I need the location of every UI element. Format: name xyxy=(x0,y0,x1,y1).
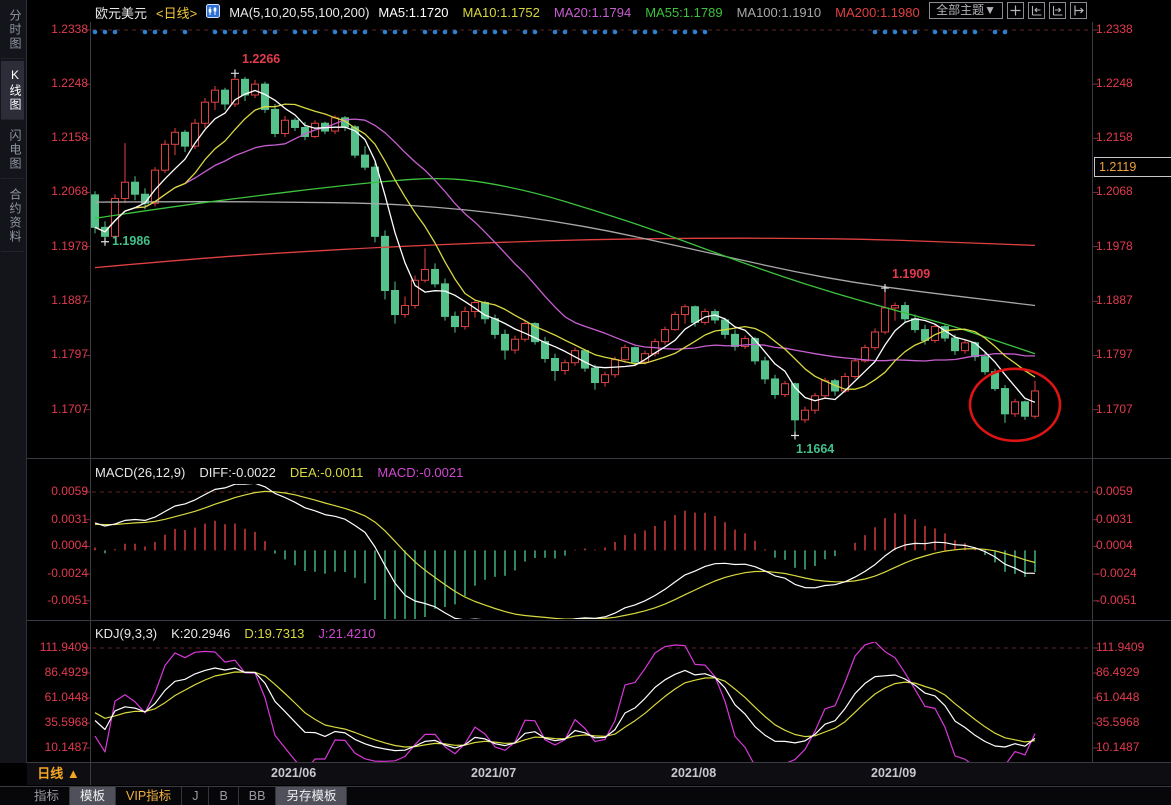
macd-axis-label-left: 0.0031 xyxy=(51,511,88,526)
date-label: 2021/07 xyxy=(471,766,517,780)
price-annotation: 1.1986 xyxy=(112,233,151,248)
toolbar-item-6[interactable]: 另存模板 xyxy=(276,787,348,805)
ma-lines-layer xyxy=(94,89,1036,403)
macd-axis-label-right: 0.0059 xyxy=(1096,484,1133,498)
macd-indicator-header: MACD(26,12,9) DIFF:-0.0022 DEA:-0.0011 MACD… xyxy=(95,465,463,480)
macd-axis-label-left: -0.0051 xyxy=(47,592,88,607)
macd-legend-item-0: MACD(26,12,9) xyxy=(95,465,186,480)
macd-legend-item-3: MACD:-0.0021 xyxy=(377,465,464,480)
toolbar-item-2[interactable]: VIP指标 xyxy=(116,787,183,805)
toolbar-item-1[interactable]: 模板 xyxy=(70,787,117,805)
toolbar-item-4[interactable]: B xyxy=(209,787,239,805)
bottom-toolbar: 指标 模板 VIP指标 J B BB 另存模板 xyxy=(0,786,1171,805)
macd-axis-label-right: 0.0031 xyxy=(1096,511,1133,526)
kdj-layer xyxy=(94,642,1036,774)
kdj-axis-label-right: 10.1487 xyxy=(1096,739,1140,754)
kdj-legend-item-3: J:21.4210 xyxy=(318,626,376,641)
ma-settings-label: MA(5,10,20,55,100,200) xyxy=(229,4,370,20)
toolbar-item-0[interactable]: 指标 xyxy=(24,787,71,805)
price-axis-label-right: 1.2158 xyxy=(1096,130,1133,145)
price-axis-label-left: 1.2068 xyxy=(51,184,88,199)
compress-bars-icon[interactable] xyxy=(1028,2,1045,19)
candles-layer xyxy=(91,73,1039,436)
kdj-axis-label-right: 61.0448 xyxy=(1096,689,1140,704)
price-axis-label-right: 1.2068 xyxy=(1096,184,1133,199)
price-annotation: 1.1664 xyxy=(796,442,835,457)
kdj-axis-label-left: 10.1487 xyxy=(44,739,88,754)
macd-axis-label-right: -0.0024 xyxy=(1096,566,1137,581)
kdj-axis-label-left: 35.5968 xyxy=(44,714,88,729)
price-annotation: 1.2266 xyxy=(242,52,281,67)
macd-axis-label-left: 0.0059 xyxy=(51,484,88,498)
chart-type-icon[interactable] xyxy=(206,3,221,21)
expand-bars-icon[interactable] xyxy=(1049,2,1066,19)
toolbar-item-5[interactable]: BB xyxy=(239,787,277,805)
kdj-legend-item-2: D:19.7313 xyxy=(244,626,305,641)
ma-legend-item-1: MA10:1.1752 xyxy=(462,4,540,20)
price-axis-label-right: 1.2338 xyxy=(1096,22,1133,36)
price-axis-label-left: 1.2158 xyxy=(51,130,88,145)
last-price-marker: 1.2119 xyxy=(1094,157,1171,177)
toolbar-item-3[interactable]: J xyxy=(182,787,210,805)
macd-axis-label-right: 0.0004 xyxy=(1096,538,1133,553)
macd-legend-item-2: DEA:-0.0011 xyxy=(289,465,364,480)
kdj-legend-item-0: KDJ(9,3,3) xyxy=(95,626,158,641)
price-axis-label-right: 1.1797 xyxy=(1096,347,1133,362)
ma-legend-item-4: MA100:1.1910 xyxy=(736,4,822,20)
ma-legend-item-2: MA20:1.1794 xyxy=(553,4,632,20)
sidebar-item-0[interactable]: 分时图 xyxy=(1,2,24,59)
price-axis-label-left: 1.1707 xyxy=(51,401,88,416)
crosshair-icon[interactable] xyxy=(1007,2,1024,19)
theme-selector-button[interactable]: 全部主题▼ xyxy=(929,2,1003,19)
price-axis-label-left: 1.1887 xyxy=(51,293,88,308)
price-axis-label-left: 1.2248 xyxy=(51,76,88,91)
macd-axis-label-left: -0.0024 xyxy=(47,566,88,581)
chart-title-bar: 欧元美元 <日线> MA(5,10,20,55,100,200) MA5:1.1… xyxy=(95,3,920,21)
panel-borders-layer xyxy=(27,22,1171,763)
ma-legend-item-0: MA5:1.1720 xyxy=(378,4,449,20)
kdj-axis-label-left: 111.9409 xyxy=(39,640,88,654)
chart-mode-sidebar: 分时图 K线图 闪电图 合约资料 xyxy=(0,0,27,763)
period-selector-button[interactable]: 日线 ▲ xyxy=(27,763,91,785)
sidebar-item-3[interactable]: 合约资料 xyxy=(1,181,24,252)
macd-legend-item-1: DIFF:-0.0022 xyxy=(199,465,276,480)
kdj-axis-label-right: 35.5968 xyxy=(1096,714,1140,729)
price-axis-label-right: 1.2248 xyxy=(1096,76,1133,91)
price-axis-label-left: 1.2338 xyxy=(51,22,88,36)
date-label: 2021/09 xyxy=(871,766,917,780)
macd-axis-label-right: -0.0051 xyxy=(1096,592,1137,607)
ma-legend-item-5: MA200:1.1980 xyxy=(835,4,920,20)
date-label: 2021/08 xyxy=(671,766,717,780)
kdj-axis-label-left: 86.4929 xyxy=(44,664,88,679)
annotation-marks-layer xyxy=(101,69,889,440)
price-axis-label-right: 1.1707 xyxy=(1096,401,1133,416)
kdj-legend-item-1: K:20.2946 xyxy=(171,626,231,641)
kdj-axis-label-left: 61.0448 xyxy=(44,689,88,704)
price-axis-label-right: 1.1887 xyxy=(1096,293,1133,308)
ma-legend: MA5:1.1720 MA10:1.1752 MA20:1.1794 MA55:1.1… xyxy=(378,5,919,20)
highlight-circle-annotation xyxy=(968,367,1062,443)
price-axis-label-left: 1.1797 xyxy=(51,347,88,362)
ma-legend-item-3: MA55:1.1789 xyxy=(645,4,723,20)
sidebar-item-2[interactable]: 闪电图 xyxy=(1,122,24,179)
period-label: <日线> xyxy=(156,5,198,21)
signal-dots-layer xyxy=(92,29,1008,35)
macd-layer xyxy=(94,484,1036,619)
macd-axis-label-left: 0.0004 xyxy=(51,538,88,553)
price-annotation: 1.1909 xyxy=(892,267,931,282)
chart-toolbar-right: 全部主题▼ xyxy=(929,2,1087,19)
kdj-indicator-header: KDJ(9,3,3) K:20.2946 D:19.7313 J:21.4210 xyxy=(95,626,376,641)
page-forward-icon[interactable] xyxy=(1070,2,1087,19)
price-axis-label-right: 1.1978 xyxy=(1096,238,1133,253)
symbol-title: 欧元美元 xyxy=(95,5,148,21)
date-label: 2021/06 xyxy=(271,766,317,780)
price-axis-label-left: 1.1978 xyxy=(51,238,88,253)
date-axis: 日线 ▲ 2021/06 2021/07 2021/08 2021/09 xyxy=(27,763,1171,794)
sidebar-item-1[interactable]: K线图 xyxy=(1,61,24,120)
kdj-axis-label-right: 86.4929 xyxy=(1096,664,1140,679)
kdj-axis-label-right: 111.9409 xyxy=(1096,640,1145,654)
